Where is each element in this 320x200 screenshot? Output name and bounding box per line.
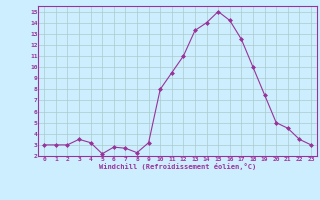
- X-axis label: Windchill (Refroidissement éolien,°C): Windchill (Refroidissement éolien,°C): [99, 163, 256, 170]
